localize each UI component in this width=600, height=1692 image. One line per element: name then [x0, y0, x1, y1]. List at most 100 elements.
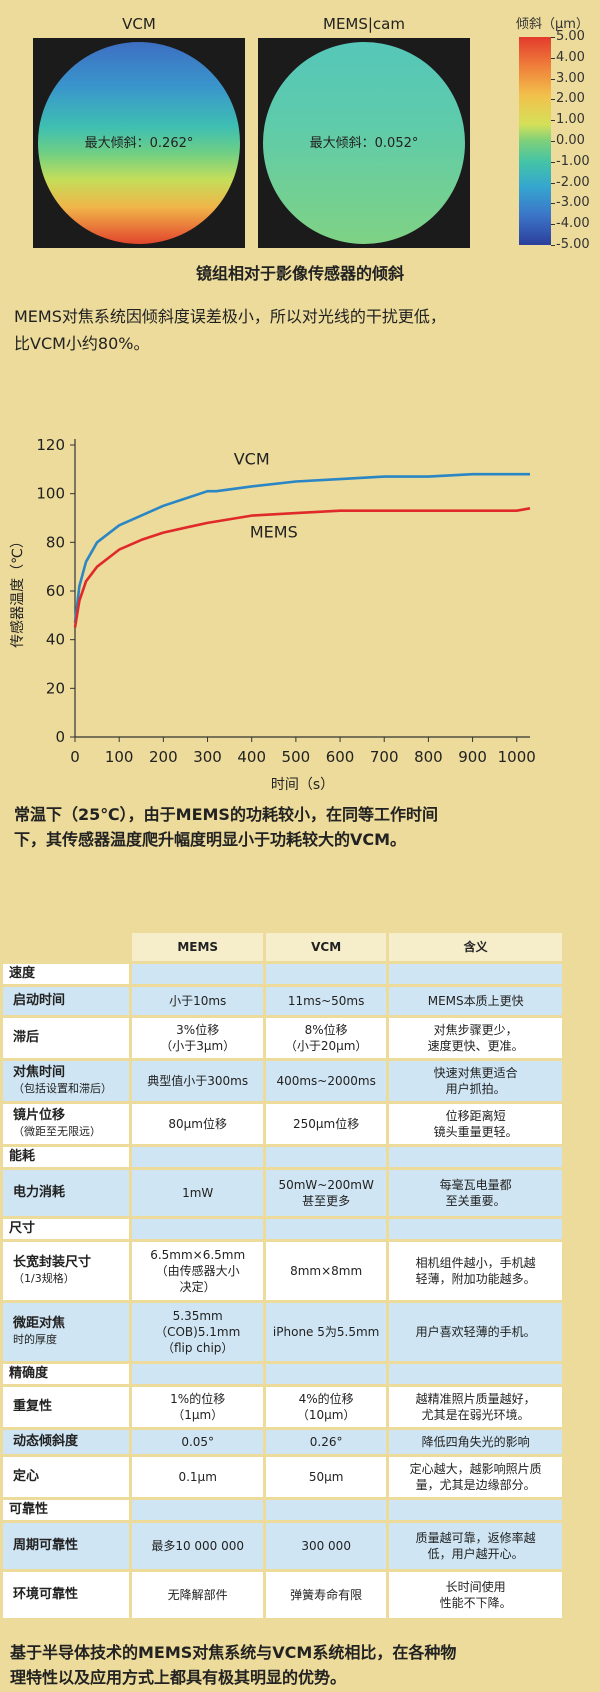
- section-title: 可靠性: [3, 1500, 130, 1520]
- cell-vcm: 50μm: [265, 1457, 387, 1497]
- table-row-repeat: 重复性 1%的位移 （1μm） 4%的位移 （10μm） 越精准照片质量越好， 尤其是在弱光…: [3, 1387, 562, 1427]
- cell-meaning: 每毫瓦电量都 至关重要。: [389, 1170, 562, 1216]
- tilt-desc-line2: 比VCM小约80%。: [14, 334, 150, 353]
- cell-vcm: iPhone 5为5.5mm: [265, 1303, 387, 1361]
- cell-vcm: 4%的位移 （10μm）: [265, 1387, 387, 1427]
- footer-summary: 基于半导体技术的MEMS对焦系统与VCM系统相比，在各种物 理特性以及应用方式上…: [10, 1640, 595, 1690]
- footer-line1: 基于半导体技术的MEMS对焦系统与VCM系统相比，在各种物: [10, 1643, 457, 1662]
- colorbar-tick-label: 3.00: [556, 70, 585, 86]
- section-empty-cell: [265, 964, 387, 984]
- colorbar-tick-mark: [551, 99, 555, 101]
- cell-meaning: 位移距离短 镜头重量更轻。: [389, 1104, 562, 1144]
- cell-meaning: 越精准照片质量越好， 尤其是在弱光环境。: [389, 1387, 562, 1427]
- vcm-disc: [38, 42, 240, 244]
- cell-vcm: 250μm位移: [265, 1104, 387, 1144]
- table-body: 速度启动时间 小于10ms 11ms~50ms MEMS本质上更快滞后 3%位移 （小于3…: [3, 964, 562, 1618]
- table-row-focus: 对焦时间 （包括设置和滞后） 典型值小于300ms 400ms~2000ms 快速对焦更…: [3, 1061, 562, 1101]
- vcm-title: VCM: [122, 15, 156, 33]
- x-tick-label: 400: [237, 748, 266, 766]
- header-meaning: 含义: [389, 933, 562, 961]
- cell-meaning: 相机组件越小，手机越 轻薄，附加功能越多。: [389, 1242, 562, 1300]
- cell-label: 对焦时间 （包括设置和滞后）: [3, 1061, 130, 1101]
- colorbar-title: 倾斜（μm）: [516, 17, 589, 32]
- colorbar-tick-mark: [551, 245, 555, 246]
- cell-vcm: 300 000: [265, 1523, 387, 1569]
- colorbar-tick-label: 5.00: [556, 29, 585, 44]
- cell-vcm: 8%位移 （小于20μm）: [265, 1018, 387, 1058]
- header-mems: MEMS: [132, 933, 263, 961]
- section-empty-cell: [265, 1219, 387, 1239]
- colorbar-tick-mark: [551, 78, 555, 80]
- table-row-lag: 滞后 3%位移 （小于3μm） 8%位移 （小于20μm） 对焦步骤更少， 速度更快、更准。: [3, 1018, 562, 1058]
- table-row-cycle: 周期可靠性 最多10 000 000 300 000 质量越可靠，返修率越 低，用户越开…: [3, 1523, 562, 1569]
- section-empty-cell: [389, 1147, 562, 1167]
- cell-mems: 5.35mm （COB)5.1mm （flip chip）: [132, 1303, 263, 1361]
- cell-mems: 6.5mm×6.5mm （由传感器大小 决定）: [132, 1242, 263, 1300]
- section-empty-cell: [265, 1147, 387, 1167]
- cell-meaning: 定心越大，越影响照片质 量，尤其是边缘部分。: [389, 1457, 562, 1497]
- x-axis-label: 时间（s）: [271, 777, 334, 793]
- section-title: 精确度: [3, 1364, 130, 1384]
- table-row-consumption: 电力消耗 1mW 50mW~200mW 甚至更多 每毫瓦电量都 至关重要。: [3, 1170, 562, 1216]
- cell-mems: 1mW: [132, 1170, 263, 1216]
- x-tick-label: 900: [458, 748, 487, 766]
- y-tick-label: 120: [36, 436, 65, 454]
- series-line-vcm: [73, 472, 530, 623]
- section-empty-cell: [132, 964, 263, 984]
- temperature-description: 常温下（25℃），由于MEMS的功耗较小，在同等工作时间 下，其传感器温度爬升幅…: [14, 802, 594, 852]
- cell-label: 镜片位移 （微距至无限远）: [3, 1104, 130, 1144]
- colorbar-tick-mark: [551, 182, 555, 184]
- mems-tilt-map: 最大倾斜：0.052°: [258, 38, 470, 248]
- table-row-dyntilt: 动态倾斜度 0.05° 0.26° 降低四角失光的影响: [3, 1430, 562, 1454]
- section-title: 能耗: [3, 1147, 130, 1167]
- table-row-center: 定心 0.1μm 50μm 定心越大，越影响照片质 量，尤其是边缘部分。: [3, 1457, 562, 1497]
- colorbar-tick-label: -5.00: [556, 237, 590, 252]
- y-tick-label: 40: [46, 631, 65, 649]
- section-title: 速度: [3, 964, 130, 984]
- colorbar-tick-label: 0.00: [556, 133, 585, 148]
- section-row-speed: 速度: [3, 964, 562, 984]
- x-tick-label: 600: [326, 748, 355, 766]
- cell-mems: 0.1μm: [132, 1457, 263, 1497]
- cell-label: 启动时间: [3, 987, 130, 1015]
- cell-vcm: 8mm×8mm: [265, 1242, 387, 1300]
- tilt-description: MEMS对焦系统因倾斜度误差极小，所以对光线的干扰更低， 比VCM小约80%。: [14, 303, 594, 357]
- table-row-startup: 启动时间 小于10ms 11ms~50ms MEMS本质上更快: [3, 987, 562, 1015]
- colorbar-tick-label: -2.00: [556, 174, 590, 190]
- colorbar-tick-mark: [551, 161, 555, 163]
- table-row-env: 环境可靠性 无降解部件 弹簧寿命有限 长时间使用 性能不下降。: [3, 1572, 562, 1618]
- table-header-row: MEMS VCM 含义: [3, 933, 562, 961]
- section-empty-cell: [389, 964, 562, 984]
- section-row-power: 能耗: [3, 1147, 562, 1167]
- section-row-reliability: 可靠性: [3, 1500, 562, 1520]
- temp-desc-line1: 常温下（25℃），由于MEMS的功耗较小，在同等工作时间: [14, 805, 438, 824]
- x-tick-label: 700: [370, 748, 399, 766]
- footer-line2: 理特性以及应用方式上都具有极其明显的优势。: [10, 1668, 347, 1687]
- cell-meaning: 对焦步骤更少， 速度更快、更准。: [389, 1018, 562, 1058]
- series-label-mems: MEMS: [250, 522, 298, 541]
- x-tick-label: 1000: [498, 748, 536, 766]
- cell-vcm: 弹簧寿命有限: [265, 1572, 387, 1618]
- mems-max-tilt-label: 最大倾斜：0.052°: [309, 136, 419, 151]
- table-row-package: 长宽封装尺寸 （1/3规格） 6.5mm×6.5mm （由传感器大小 决定） 8mm×8m…: [3, 1242, 562, 1300]
- vcm-max-tilt-label: 最大倾斜：0.262°: [84, 136, 194, 151]
- cell-label: 周期可靠性: [3, 1523, 130, 1569]
- cell-meaning: 长时间使用 性能不下降。: [389, 1572, 562, 1618]
- cell-vcm: 400ms~2000ms: [265, 1061, 387, 1101]
- section-row-size: 尺寸: [3, 1219, 562, 1239]
- x-tick-label: 500: [282, 748, 311, 766]
- table-row-thickness: 微距对焦 时的厚度 5.35mm （COB)5.1mm （flip chip） iPhon…: [3, 1303, 562, 1361]
- temp-desc-line2: 下，其传感器温度爬升幅度明显小于功耗较大的VCM。: [14, 830, 407, 849]
- y-axis-label: 传感器温度（℃）: [9, 534, 26, 648]
- cell-meaning: 降低四角失光的影响: [389, 1430, 562, 1454]
- section-title: 尺寸: [3, 1219, 130, 1239]
- tilt-caption: 镜组相对于影像传感器的倾斜: [195, 264, 404, 283]
- y-tick-label: 100: [36, 485, 65, 503]
- colorbar-tick-mark: [551, 203, 555, 205]
- cell-vcm: 0.26°: [265, 1430, 387, 1454]
- y-tick-label: 0: [55, 728, 65, 746]
- y-tick-label: 60: [46, 582, 65, 600]
- cell-mems: 1%的位移 （1μm）: [132, 1387, 263, 1427]
- colorbar-tick-label: -1.00: [556, 153, 590, 169]
- x-tick-label: 200: [149, 748, 178, 766]
